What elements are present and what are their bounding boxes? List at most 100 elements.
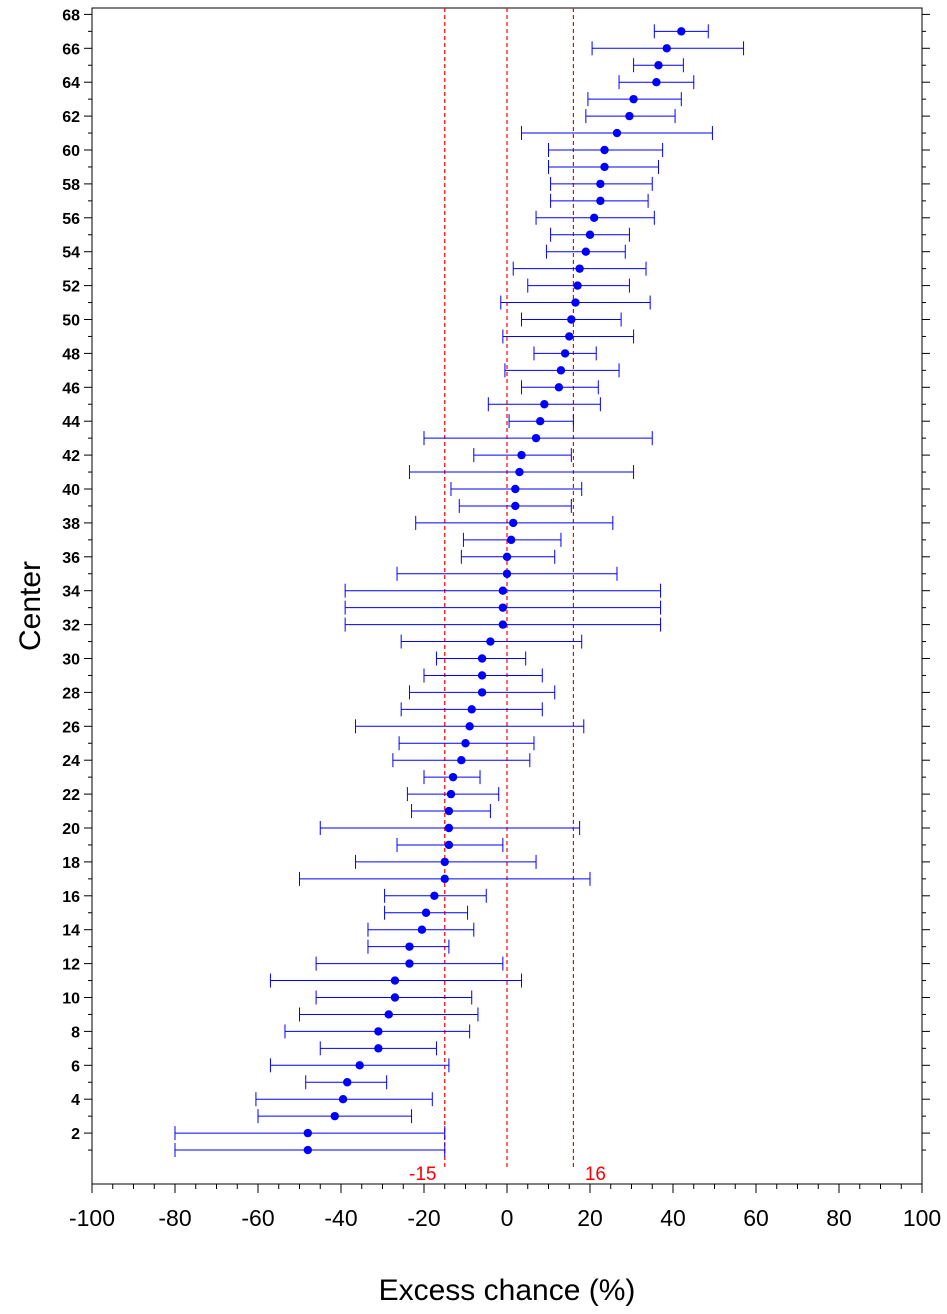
y-tick-label: 10: [62, 991, 80, 1008]
point-center-1: [303, 1145, 312, 1155]
y-tick-label: 56: [62, 211, 80, 228]
point-center-46: [554, 383, 564, 392]
point-center-41: [515, 467, 524, 477]
x-tick-label: -100: [69, 1205, 115, 1231]
point-center-16: [430, 891, 439, 900]
point-center-59: [600, 162, 609, 172]
point-center-21: [444, 806, 454, 816]
point-estimates: [303, 27, 686, 1155]
point-center-48: [560, 349, 570, 358]
point-center-24: [457, 756, 466, 765]
point-center-30: [477, 654, 487, 663]
y-tick-label: 16: [62, 889, 80, 906]
y-tick-label: 20: [62, 821, 80, 838]
y-tick-label: 64: [62, 75, 80, 92]
point-center-64: [652, 78, 661, 87]
y-tick-label: 38: [62, 516, 80, 533]
point-center-20: [444, 823, 454, 833]
point-center-12: [405, 959, 414, 968]
x-tick-label: 40: [660, 1205, 686, 1231]
reference-lines: -15 16: [409, 8, 606, 1185]
y-tick-label: 36: [62, 550, 80, 567]
point-center-23: [448, 772, 458, 782]
y-tick-label: 2: [71, 1126, 80, 1143]
y-tick-label: 22: [62, 787, 80, 804]
point-center-60: [600, 145, 609, 155]
x-tick-label: 60: [743, 1205, 769, 1231]
y-tick-label: 30: [62, 652, 80, 669]
point-center-58: [596, 179, 605, 189]
point-center-51: [571, 298, 580, 307]
y-axis-title: Center: [14, 561, 47, 651]
point-center-44: [536, 417, 545, 426]
point-center-19: [444, 840, 454, 850]
y-tick-label: 48: [62, 346, 80, 363]
y-tick-label: 6: [71, 1058, 80, 1075]
y-tick-label: 32: [62, 618, 80, 635]
point-center-9: [384, 1010, 393, 1019]
y-tick-label: 42: [62, 448, 80, 465]
point-center-34: [498, 586, 508, 595]
y-tick-label: 68: [62, 7, 80, 24]
point-center-27: [467, 705, 476, 714]
point-center-56: [589, 213, 599, 222]
point-center-22: [446, 789, 456, 799]
y-tick-label: 40: [62, 482, 80, 499]
point-center-15: [421, 908, 431, 917]
point-center-43: [531, 433, 541, 443]
x-tick-label: -20: [407, 1205, 440, 1231]
point-center-26: [465, 722, 474, 731]
point-center-6: [355, 1061, 364, 1070]
point-center-65: [654, 61, 663, 70]
x-tick-label: 100: [903, 1205, 941, 1231]
x-axis: -100 -80 -60 -40 -20 0 20 40 60 80 100: [69, 1184, 941, 1231]
point-center-52: [573, 281, 582, 290]
point-center-42: [517, 450, 526, 460]
point-center-18: [440, 857, 449, 867]
point-center-45: [540, 400, 549, 409]
x-tick-label: 0: [501, 1205, 514, 1231]
error-bars: [174, 24, 745, 1158]
point-center-53: [575, 264, 584, 273]
point-center-8: [374, 1027, 383, 1036]
point-center-11: [390, 976, 400, 985]
reference-line-label-0: -15: [409, 1164, 436, 1185]
y-tick-label: 52: [62, 279, 80, 296]
point-center-17: [440, 874, 449, 884]
point-center-35: [502, 569, 512, 578]
y-tick-label: 44: [62, 414, 80, 431]
point-center-39: [511, 501, 520, 511]
y-tick-label: 54: [62, 245, 80, 262]
point-center-29: [477, 671, 487, 680]
y-tick-label: 8: [71, 1024, 80, 1041]
point-center-14: [417, 925, 427, 934]
point-center-40: [511, 484, 520, 494]
x-tick-label: 20: [577, 1205, 603, 1231]
x-axis-title: Excess chance (%): [379, 1274, 636, 1307]
point-center-32: [498, 620, 508, 629]
y-tick-label: 46: [62, 380, 80, 397]
point-center-37: [506, 535, 516, 545]
point-center-33: [498, 603, 508, 612]
x-tick-label: -60: [241, 1205, 274, 1231]
x-tick-label: 80: [826, 1205, 852, 1231]
point-center-49: [565, 332, 574, 341]
x-tick-label: -40: [324, 1205, 357, 1231]
point-center-57: [596, 196, 605, 206]
y-tick-label: 50: [62, 313, 80, 330]
x-tick-label: -80: [158, 1205, 191, 1231]
point-center-50: [567, 315, 576, 324]
point-center-3: [330, 1111, 339, 1121]
point-center-63: [629, 94, 638, 104]
point-center-25: [461, 739, 470, 748]
point-center-10: [390, 993, 400, 1002]
point-center-67: [677, 27, 686, 36]
y-tick-label: 18: [62, 855, 80, 872]
point-center-36: [502, 552, 512, 561]
point-center-61: [612, 128, 622, 138]
point-center-55: [585, 230, 595, 239]
y-tick-label: 58: [62, 177, 80, 194]
y-tick-label: 4: [71, 1092, 80, 1109]
point-center-54: [581, 247, 591, 256]
